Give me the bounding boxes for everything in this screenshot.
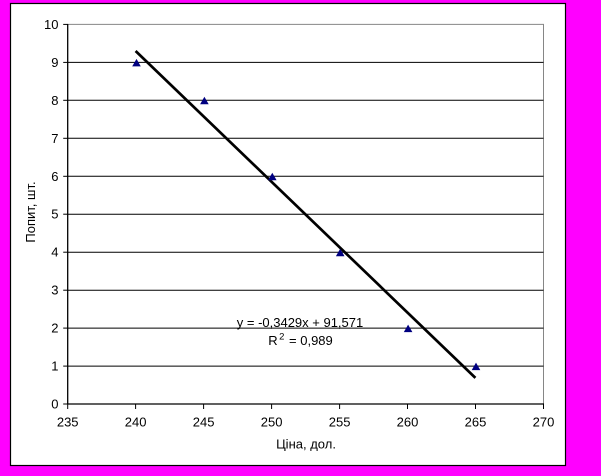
svg-text:Попит, шт.: Попит, шт. [23,181,38,242]
svg-text:250: 250 [261,415,283,430]
svg-text:245: 245 [193,415,215,430]
svg-text:0: 0 [51,397,58,412]
svg-text:R2 = 0,989: R2 = 0,989 [268,332,333,349]
svg-text:270: 270 [533,415,555,430]
svg-text:9: 9 [51,55,58,70]
svg-text:6: 6 [51,169,58,184]
svg-text:235: 235 [57,415,79,430]
svg-text:2: 2 [51,321,58,336]
svg-text:260: 260 [397,415,419,430]
svg-text:255: 255 [329,415,351,430]
svg-text:1: 1 [51,359,58,374]
svg-text:y = -0,3429x + 91,571: y = -0,3429x + 91,571 [237,315,363,330]
svg-text:Ціна, дол.: Ціна, дол. [276,437,336,452]
svg-text:8: 8 [51,93,58,108]
svg-text:4: 4 [51,245,58,260]
svg-text:265: 265 [465,415,487,430]
svg-text:240: 240 [125,415,147,430]
svg-text:3: 3 [51,283,58,298]
svg-text:5: 5 [51,207,58,222]
svg-text:7: 7 [51,131,58,146]
svg-text:10: 10 [44,17,58,32]
